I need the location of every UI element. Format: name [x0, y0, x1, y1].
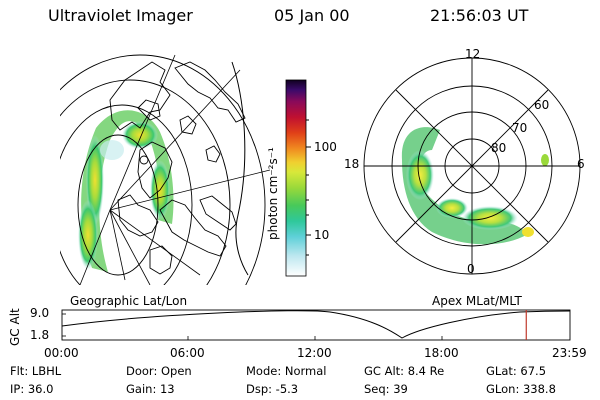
dsp-label: Dsp: -5.3	[246, 382, 299, 396]
lat-label-60: 60	[534, 98, 550, 112]
filter-label: Flt: LBHL	[10, 364, 62, 378]
mlt-label-6: 6	[577, 157, 585, 171]
timeline-ytick-9: 9.0	[30, 306, 50, 320]
orbit-altitude-plot	[61, 309, 571, 341]
apex-caption: Apex MLat/MLT	[432, 294, 522, 308]
timeline-xtick-2359: 23:59	[552, 346, 587, 360]
geographic-caption: Geographic Lat/Lon	[70, 294, 188, 308]
lat-label-80: 80	[491, 141, 507, 155]
colorbar-unit-label: photon cm⁻²s⁻¹	[266, 147, 280, 240]
timeline-xtick-1800: 18:00	[424, 346, 459, 360]
lat-label-70: 70	[512, 121, 528, 135]
colorbar-tick-100: 100	[314, 140, 337, 154]
colorbar-tick-10: 10	[314, 228, 330, 242]
aurora-oval-polar	[401, 127, 528, 245]
date-label: 05 Jan 00	[274, 6, 350, 25]
polar-plot	[363, 57, 581, 275]
seq-label: Seq: 39	[364, 382, 408, 396]
timeline-ylabel: GC Alt	[8, 308, 22, 346]
timeline-xtick-0000: 00:00	[44, 346, 79, 360]
colorbar	[285, 79, 311, 277]
timeline-xtick-0600: 06:00	[170, 346, 205, 360]
mlt-label-12: 12	[465, 47, 481, 61]
mlt-label-0: 0	[467, 262, 475, 276]
glon-label: GLon: 338.8	[486, 382, 556, 396]
altitude-curve	[61, 310, 571, 339]
mlt-label-18: 18	[344, 157, 360, 171]
instrument-title: Ultraviolet Imager	[48, 6, 193, 25]
mode-label: Mode: Normal	[246, 364, 327, 378]
timeline-ytick-1.8: 1.8	[30, 328, 50, 342]
ip-label: IP: 36.0	[10, 382, 54, 396]
door-label: Door: Open	[126, 364, 192, 378]
glat-label: GLat: 67.5	[486, 364, 547, 378]
gain-label: Gain: 13	[126, 382, 175, 396]
time-label: 21:56:03 UT	[430, 6, 529, 25]
timeline-xtick-1200: 12:00	[297, 346, 332, 360]
geographic-map	[60, 54, 270, 285]
gc-alt-label: GC Alt: 8.4 Re	[364, 364, 445, 378]
